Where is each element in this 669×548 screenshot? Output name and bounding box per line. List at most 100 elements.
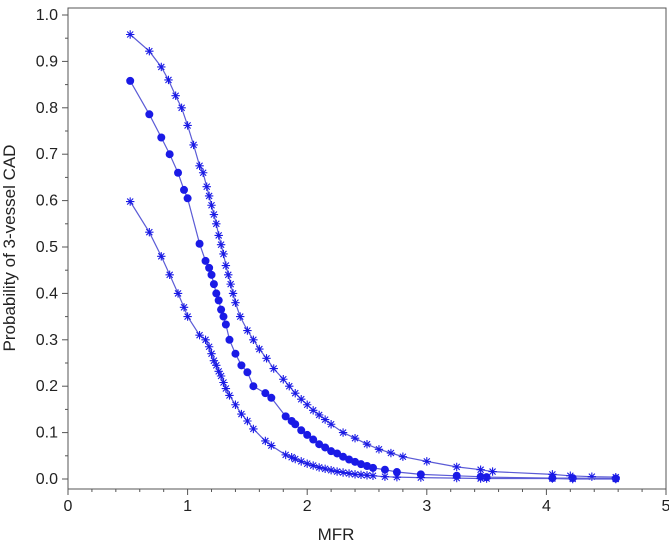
data-point-lower	[237, 409, 246, 419]
data-point-upper	[326, 420, 336, 429]
data-point-lower	[482, 474, 491, 483]
y-axis: 0.0 0.1 0.2 0.3 0.4 0.5 0.6 0.7 0.8 0.9 1.0	[36, 7, 68, 488]
data-point-estimate	[303, 430, 312, 439]
data-point-lower	[183, 312, 192, 321]
y-tick-label: 0.0	[36, 471, 58, 488]
data-point-upper	[204, 191, 214, 201]
data-point-upper	[303, 400, 312, 409]
data-point-lower	[267, 441, 276, 450]
x-tick-label: 2	[303, 498, 312, 515]
series-lower	[125, 197, 620, 484]
y-tick-label: 0.5	[36, 239, 58, 256]
data-point-upper	[183, 121, 192, 130]
data-point-lower	[125, 197, 135, 206]
data-point-lower	[568, 474, 577, 484]
data-point-lower	[356, 470, 366, 480]
data-point-upper	[291, 388, 300, 398]
data-point-upper	[207, 201, 216, 210]
data-point-estimate	[315, 440, 324, 449]
data-point-upper	[202, 182, 211, 191]
y-tick-label: 0.3	[36, 332, 58, 349]
data-point-estimate	[201, 256, 210, 265]
y-tick-label: 0.4	[36, 285, 58, 302]
data-point-upper	[219, 249, 228, 259]
data-point-upper	[243, 326, 252, 335]
data-point-lower	[611, 474, 620, 484]
data-point-lower	[332, 467, 342, 476]
data-point-lower	[145, 227, 154, 237]
data-point-upper	[374, 445, 384, 454]
series-line-upper	[129, 34, 616, 478]
data-point-upper	[228, 289, 238, 298]
data-point-upper	[164, 75, 173, 85]
data-point-estimate	[180, 185, 189, 194]
data-point-estimate	[205, 263, 214, 272]
x-tick-label: 1	[183, 498, 192, 515]
y-tick-label: 0.8	[36, 100, 58, 117]
data-point-lower	[308, 461, 318, 470]
x-axis-label: MFR	[318, 525, 355, 544]
data-point-upper	[452, 462, 461, 472]
data-point-upper	[214, 231, 223, 240]
data-point-lower	[214, 367, 223, 376]
data-point-lower	[173, 289, 183, 298]
data-point-lower	[350, 470, 360, 479]
data-point-lower	[476, 474, 485, 483]
data-point-upper	[398, 452, 408, 461]
data-point-estimate	[291, 420, 300, 429]
data-point-lower	[303, 459, 312, 468]
data-point-estimate	[321, 443, 330, 452]
data-point-estimate	[214, 296, 223, 305]
data-point-lower	[338, 468, 348, 477]
data-point-upper	[221, 261, 231, 270]
data-point-estimate	[165, 150, 174, 159]
data-point-lower	[287, 452, 296, 462]
data-point-upper	[195, 161, 204, 170]
data-point-upper	[216, 240, 226, 249]
data-point-lower	[380, 472, 390, 481]
data-point-estimate	[243, 368, 252, 377]
data-point-lower	[243, 416, 252, 426]
data-point-upper	[209, 210, 219, 219]
data-point-lower	[281, 450, 290, 460]
y-tick-label: 0.2	[36, 378, 58, 395]
data-point-estimate	[157, 133, 166, 142]
data-point-upper	[422, 457, 431, 466]
data-point-lower	[314, 463, 324, 472]
data-point-upper	[308, 406, 318, 415]
data-point-upper	[314, 410, 324, 420]
data-point-lower	[219, 378, 228, 387]
data-point-lower	[320, 464, 330, 473]
data-point-estimate	[174, 168, 183, 177]
data-point-upper	[145, 46, 154, 56]
data-point-estimate	[392, 468, 401, 477]
data-point-lower	[179, 303, 189, 312]
data-point-estimate	[207, 270, 216, 279]
data-point-lower	[204, 342, 214, 351]
data-point-lower	[231, 400, 240, 409]
data-point-upper	[297, 394, 306, 404]
data-point-upper	[255, 344, 264, 354]
data-point-upper	[350, 433, 360, 443]
data-point-upper	[224, 270, 233, 280]
data-point-estimate	[237, 361, 246, 370]
data-point-upper	[338, 428, 348, 437]
data-point-lower	[368, 471, 378, 480]
data-point-lower	[297, 457, 306, 466]
data-point-estimate	[183, 194, 192, 203]
y-tick-label: 0.7	[36, 146, 58, 163]
data-point-upper	[177, 103, 186, 112]
data-point-upper	[262, 354, 271, 363]
series-layer	[125, 30, 620, 484]
data-point-estimate	[249, 382, 258, 391]
data-point-upper	[269, 364, 278, 373]
y-tick-label: 0.9	[36, 53, 58, 70]
data-point-estimate	[297, 426, 306, 435]
data-point-upper	[236, 312, 245, 321]
data-point-upper	[587, 472, 597, 481]
data-point-lower	[452, 473, 461, 483]
x-tick-label: 0	[64, 498, 73, 515]
data-point-estimate	[333, 449, 342, 458]
data-point-upper	[157, 62, 166, 72]
